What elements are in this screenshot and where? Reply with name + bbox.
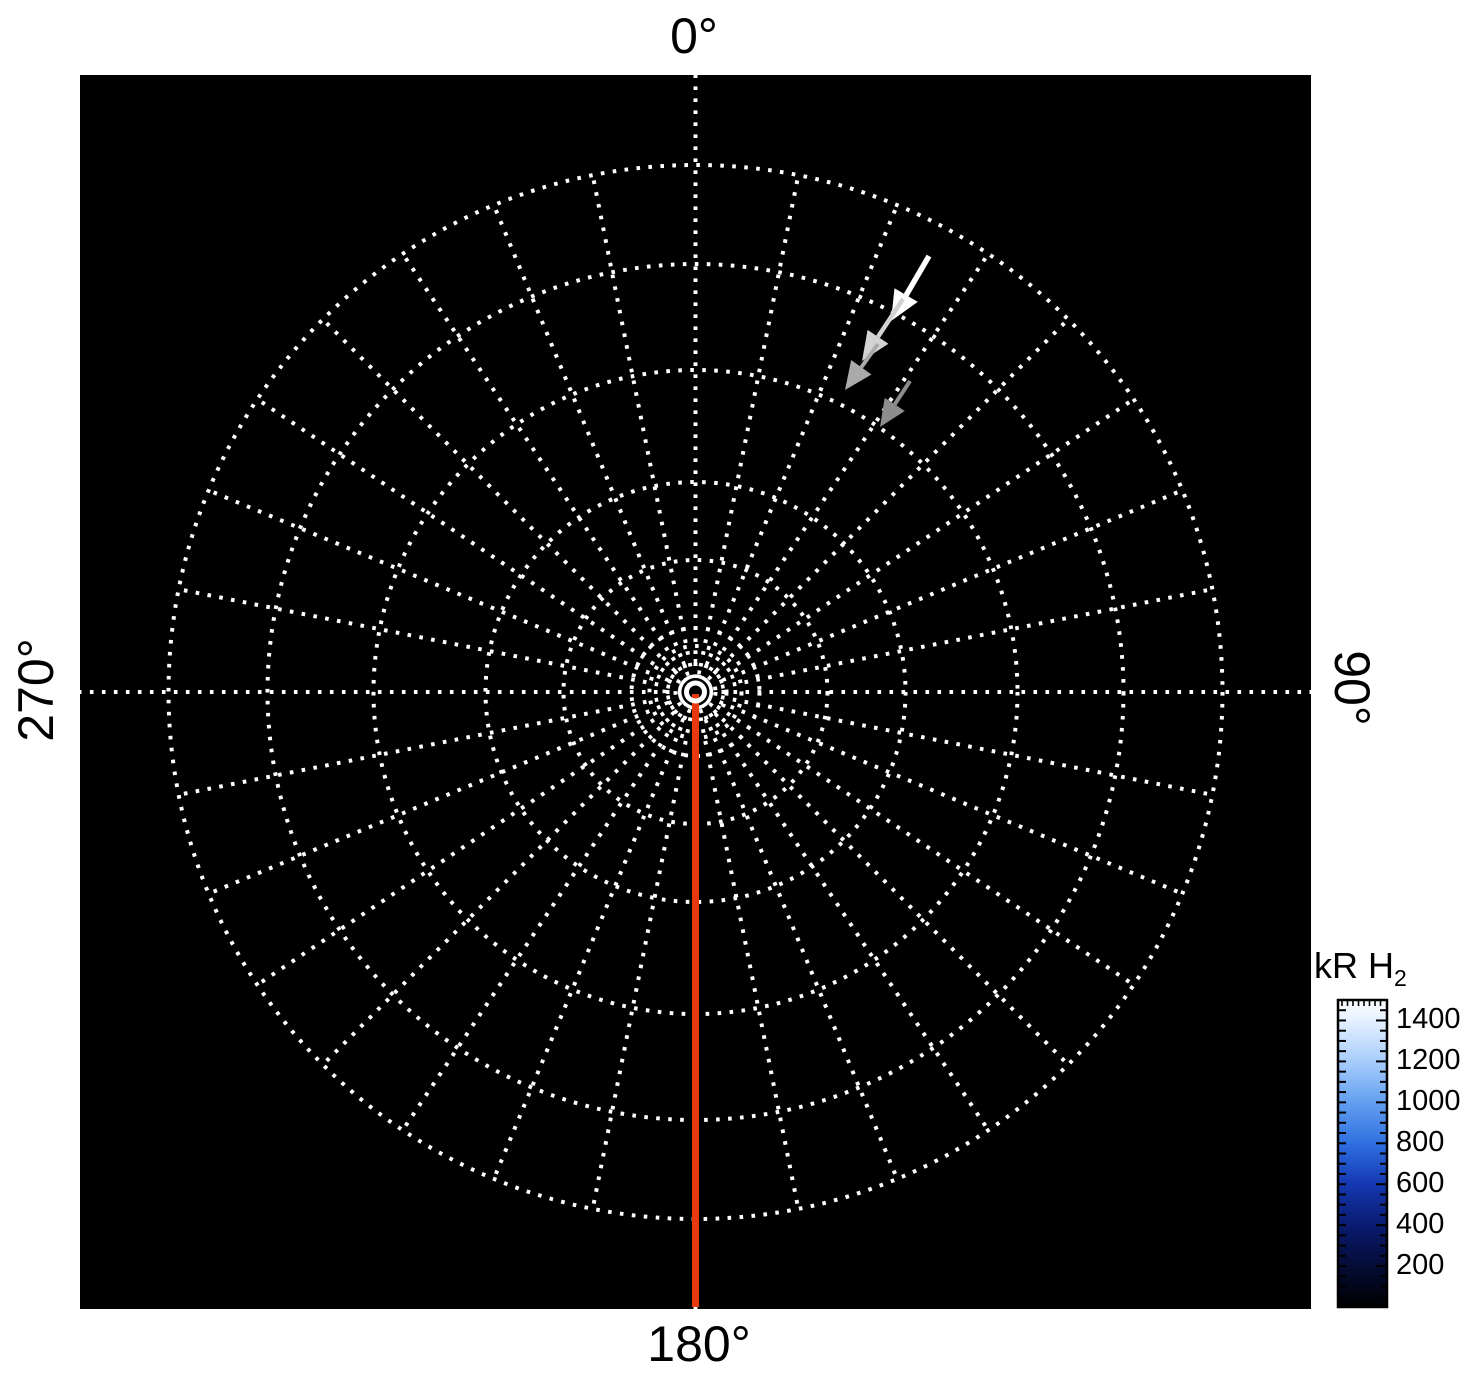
grid-ray [703,317,1070,684]
grid-circle [483,480,908,904]
grid-ray [696,705,801,1210]
grid-ray [706,698,1135,987]
angle-label-270: 270° [8,638,64,742]
grid-ray [701,252,990,682]
colorbar-tick-label: 1200 [1396,1044,1461,1077]
arrow-head [880,397,905,427]
grid-ray [696,174,801,679]
arrow-head [891,288,918,321]
grid-ray [590,705,695,1210]
grid-ray [207,695,684,896]
grid-ray [401,702,690,1132]
grid-ray [178,692,683,797]
grid-ray [207,488,684,689]
grid-circle [673,670,718,714]
grid-ray [178,587,683,692]
angle-label-180: 180° [647,1316,751,1372]
grid-ray [491,704,692,1180]
grid-ray [707,488,1184,689]
grid-ray [701,702,990,1132]
arrow-shaft [893,379,912,406]
grid-circle [166,163,1225,1221]
arrow-shaft [859,342,880,369]
colorbar-tick-label: 400 [1396,1208,1445,1241]
grid-ray [707,695,1184,896]
angle-label-0: 0° [670,8,718,64]
arrow-head [845,359,872,390]
grid-ray [706,397,1135,686]
grid-ray [590,174,695,679]
grid-ray [256,698,685,987]
grid-ray [256,397,685,686]
grid-ray [401,252,690,682]
grid-ray [703,700,1070,1067]
arrow-shaft [876,297,905,339]
colorbar-tick-label: 1000 [1396,1085,1461,1118]
grid-ray [321,700,688,1067]
grid-ray [321,317,688,684]
colorbar-title-text: kR H [1314,945,1394,986]
grid-ray [699,704,900,1180]
feature-arrows [845,254,932,427]
colorbar-tick-label: 600 [1396,1167,1445,1200]
grid-ray [708,587,1213,692]
colorbar-bar [1336,998,1389,1309]
grid-ray [699,204,900,680]
angle-label-90: 90° [1324,650,1380,726]
colorbar-tick-label: 1400 [1396,1003,1461,1036]
colorbar-title-subscript: 2 [1394,965,1407,992]
center-ring [684,680,707,704]
colorbar-title: kR H2 [1314,948,1407,990]
grid-ray [708,692,1213,797]
colorbar-tick-label: 200 [1396,1248,1445,1281]
colorbar [1336,998,1389,1309]
arrow-shaft [903,254,932,297]
colorbar-tick-label: 800 [1396,1126,1445,1159]
grid-ray [491,204,692,680]
